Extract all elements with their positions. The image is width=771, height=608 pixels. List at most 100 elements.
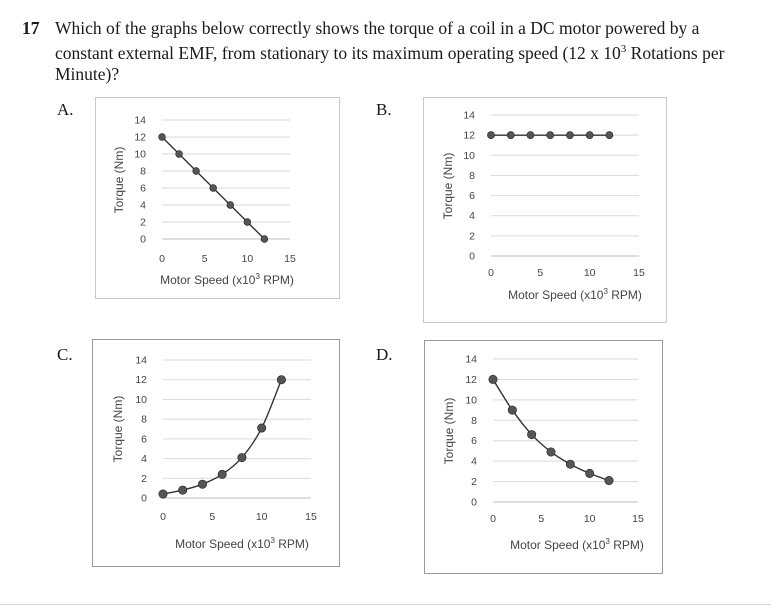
chart-d-xtick-label: 0: [490, 513, 496, 525]
chart-c-ytick-label: 12: [135, 374, 147, 386]
chart-a-data-point: [243, 218, 252, 226]
chart-d-xtick-label: 5: [538, 513, 544, 525]
chart-b-x-axis-title: Motor Speed (x103 RPM): [508, 287, 642, 302]
question-text-main: Which of the graphs below correctly show…: [55, 18, 700, 63]
chart-a-x-axis-title-text: Motor Speed (x10: [160, 273, 256, 287]
chart-b-ytick-label: 4: [469, 210, 475, 222]
chart-a-data-point: [226, 201, 234, 209]
chart-d-ytick-label: 12: [465, 374, 477, 386]
chart-d-ytick-label: 10: [465, 394, 477, 406]
chart-a-xtick-label: 0: [159, 253, 165, 265]
chart-a-data-point: [260, 235, 269, 243]
chart-d-data-point: [585, 468, 595, 478]
chart-d-ytick-label: 0: [471, 497, 477, 509]
chart-a-x-axis-title: Motor Speed (x103 RPM): [160, 272, 294, 287]
chart-b-xtick-label: 0: [488, 267, 494, 279]
chart-c-ytick-label: 4: [141, 453, 147, 465]
chart-d-x-axis-title-superscript: 3: [605, 537, 610, 546]
chart-a-frame: 0 2 4 6 8 10 12 14 0 5 10 15 Motor Speed (x103 RPM) T…: [95, 97, 340, 299]
chart-d-xtick-label: 10: [584, 513, 596, 525]
chart-b-data-point: [585, 131, 594, 140]
chart-c-y-axis-title: Torque (Nm): [111, 396, 125, 463]
chart-a-ytick-label: 8: [140, 166, 146, 178]
chart-c-x-axis-title-text: Motor Speed (x10: [175, 537, 271, 551]
chart-b-data-point: [506, 131, 515, 140]
chart-c-ytick-label: 8: [141, 414, 147, 426]
chart-d-data-point: [488, 374, 498, 384]
chart-d-ytick-label: 8: [471, 415, 477, 427]
option-label-a: A.: [57, 100, 74, 119]
chart-b-ytick-label: 6: [469, 190, 475, 202]
chart-a-y-axis-title: Torque (Nm): [112, 147, 126, 214]
chart-d-ytick-label: 14: [465, 354, 477, 366]
question-text-superscript: 3: [620, 43, 627, 55]
chart-a: 0 2 4 6 8 10 12 14 0 5 10 15 Motor Speed (x103 RPM) T…: [112, 115, 296, 288]
chart-c-data-point: [158, 489, 168, 499]
chart-b-xtick-label: 10: [584, 267, 596, 279]
chart-b-x-axis-title-superscript: 3: [603, 287, 608, 296]
chart-c-x-axis-title: Motor Speed (x103 RPM): [175, 536, 309, 551]
chart-b-data-point: [526, 131, 535, 140]
chart-c-data-point: [197, 479, 207, 489]
chart-a-ytick-label: 2: [140, 217, 146, 229]
question-number: 17: [22, 18, 40, 38]
question-text: Which of the graphs below correctly show…: [55, 18, 752, 85]
question: 17 Which of the graphs below correctly s…: [22, 18, 752, 85]
chart-a-ytick-label: 6: [140, 183, 146, 195]
chart-d-ytick-label: 4: [471, 456, 477, 468]
chart-c-data-point: [237, 453, 247, 463]
chart-b-ytick-label: 2: [469, 230, 475, 242]
chart-d-data-point: [565, 459, 575, 469]
chart-d-x-axis-title-end: RPM): [610, 538, 644, 552]
chart-a-data-point: [158, 133, 166, 141]
chart-a-data-point: [192, 167, 200, 175]
chart-a-x-axis-title-end: RPM): [260, 273, 294, 287]
chart-c-ytick-label: 14: [135, 355, 147, 367]
chart-a-ytick-label: 12: [134, 132, 146, 144]
chart-b-ytick-label: 8: [469, 170, 475, 182]
chart-c-frame: 0 2 4 6 8 10 12 14 0 5 10 15 Motor Speed (x103 RPM) T…: [92, 339, 340, 567]
chart-b-x-axis-title-end: RPM): [608, 288, 642, 302]
chart-a-ytick-label: 4: [140, 200, 146, 212]
chart-a-xtick-label: 10: [241, 253, 253, 265]
chart-c-xtick-label: 0: [160, 511, 166, 523]
chart-d-data-point: [527, 430, 537, 440]
chart-b-data-point: [605, 131, 614, 140]
chart-c-ytick-label: 0: [141, 493, 147, 505]
chart-b-frame: 0 2 4 6 8 10 12 14 0 5 10 15 Motor Speed (x103 RPM) T…: [423, 97, 667, 323]
chart-d-y-axis-title: Torque (Nm): [442, 398, 456, 465]
chart-d-x-axis-title: Motor Speed (x103 RPM): [510, 537, 644, 552]
chart-a-data-point: [175, 150, 183, 158]
chart-c-data-point: [178, 485, 188, 495]
chart-d-x-axis-title-text: Motor Speed (x10: [510, 538, 606, 552]
chart-b-ytick-label: 0: [469, 251, 475, 263]
chart-b-xtick-label: 15: [633, 267, 645, 279]
chart-d-ytick-label: 2: [471, 476, 477, 488]
chart-c-data-point: [217, 469, 227, 479]
chart-d-xtick-label: 15: [632, 513, 644, 525]
chart-d-frame: 0 2 4 6 8 10 12 14 0 5 10 15 Motor Speed (x103 RPM) T…: [424, 340, 663, 574]
option-label-d: D.: [376, 345, 393, 364]
chart-c-ytick-label: 2: [141, 473, 147, 485]
chart-c-x-axis-title-superscript: 3: [270, 536, 275, 545]
chart-a-ytick-label: 0: [140, 234, 146, 246]
option-label-c: C.: [57, 345, 73, 364]
chart-d-data-point: [604, 476, 614, 486]
chart-c-x-axis-title-end: RPM): [275, 537, 309, 551]
chart-b-data-point: [566, 131, 574, 140]
chart-a-ytick-label: 10: [134, 149, 146, 161]
chart-a-xtick-label: 5: [202, 253, 208, 265]
chart-a-xtick-label: 15: [284, 253, 296, 265]
chart-c-xtick-label: 5: [209, 511, 215, 523]
chart-b-xtick-label: 5: [537, 267, 543, 279]
option-label-b: B.: [376, 100, 392, 119]
chart-a-data-point: [209, 184, 217, 192]
chart-d-data-point: [546, 447, 556, 457]
chart-a-x-axis-title-superscript: 3: [255, 272, 260, 281]
page-divider: [0, 604, 771, 605]
chart-c-xtick-label: 15: [305, 511, 317, 523]
chart-c-data-point: [276, 375, 286, 385]
chart-d: 0 2 4 6 8 10 12 14 0 5 10 15 Motor Speed (x103 RPM) T…: [442, 354, 644, 553]
chart-a-ytick-label: 14: [134, 115, 146, 127]
chart-c: 0 2 4 6 8 10 12 14 0 5 10 15 Motor Speed (x103 RPM) T…: [111, 355, 317, 552]
